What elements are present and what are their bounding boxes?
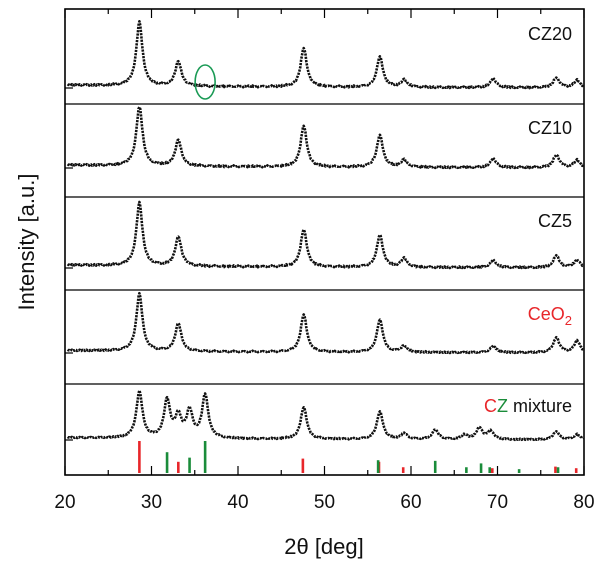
x-axis-title: 2θ [deg] xyxy=(284,534,364,559)
xrd-trace-cz-mixture xyxy=(66,389,584,442)
ceo2-subscript: 2 xyxy=(565,313,572,328)
x-tick-label: 50 xyxy=(314,492,335,513)
highlight-circle xyxy=(194,64,216,100)
panel-label-cz20: CZ20 xyxy=(528,24,572,44)
x-tick-label: 70 xyxy=(487,492,508,513)
cz-z-letter: Z xyxy=(497,396,508,416)
xrd-trace-cz5 xyxy=(66,200,584,270)
x-tick-label: 60 xyxy=(400,492,421,513)
x-tick-label: 30 xyxy=(141,492,162,513)
panel-label-cz10: CZ10 xyxy=(528,118,572,138)
panels-group xyxy=(65,19,584,473)
xrd-trace-ceo2 xyxy=(66,291,584,355)
x-tick-label: 80 xyxy=(573,492,594,513)
xrd-trace-cz10 xyxy=(66,105,584,170)
y-axis-title: Intensity [a.u.] xyxy=(14,174,39,311)
x-axis: 20 30 40 50 60 70 80 xyxy=(54,9,595,513)
x-tick-label: 40 xyxy=(227,492,248,513)
cz-c-letter: C xyxy=(484,396,497,416)
ceo2-main: CeO xyxy=(528,304,565,324)
panel-label-ceo2: CeO2 xyxy=(528,304,572,328)
x-tick-label: 20 xyxy=(54,492,75,513)
cz-mixture-word: mixture xyxy=(508,396,572,416)
xrd-trace-cz20 xyxy=(66,19,584,90)
panel-label-cz-mixture: CZ mixture xyxy=(484,396,572,416)
panel-label-cz5: CZ5 xyxy=(538,211,572,231)
